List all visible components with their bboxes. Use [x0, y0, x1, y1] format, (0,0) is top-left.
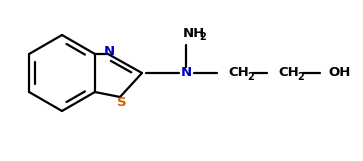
Text: CH: CH [278, 66, 299, 79]
Text: 2: 2 [297, 72, 304, 82]
Text: CH: CH [228, 66, 249, 79]
Text: NH: NH [183, 27, 205, 39]
Text: S: S [117, 95, 127, 109]
Text: N: N [103, 44, 115, 57]
Text: N: N [180, 66, 192, 79]
Text: 2: 2 [199, 32, 206, 42]
Text: 2: 2 [247, 72, 254, 82]
Text: OH: OH [328, 66, 350, 79]
